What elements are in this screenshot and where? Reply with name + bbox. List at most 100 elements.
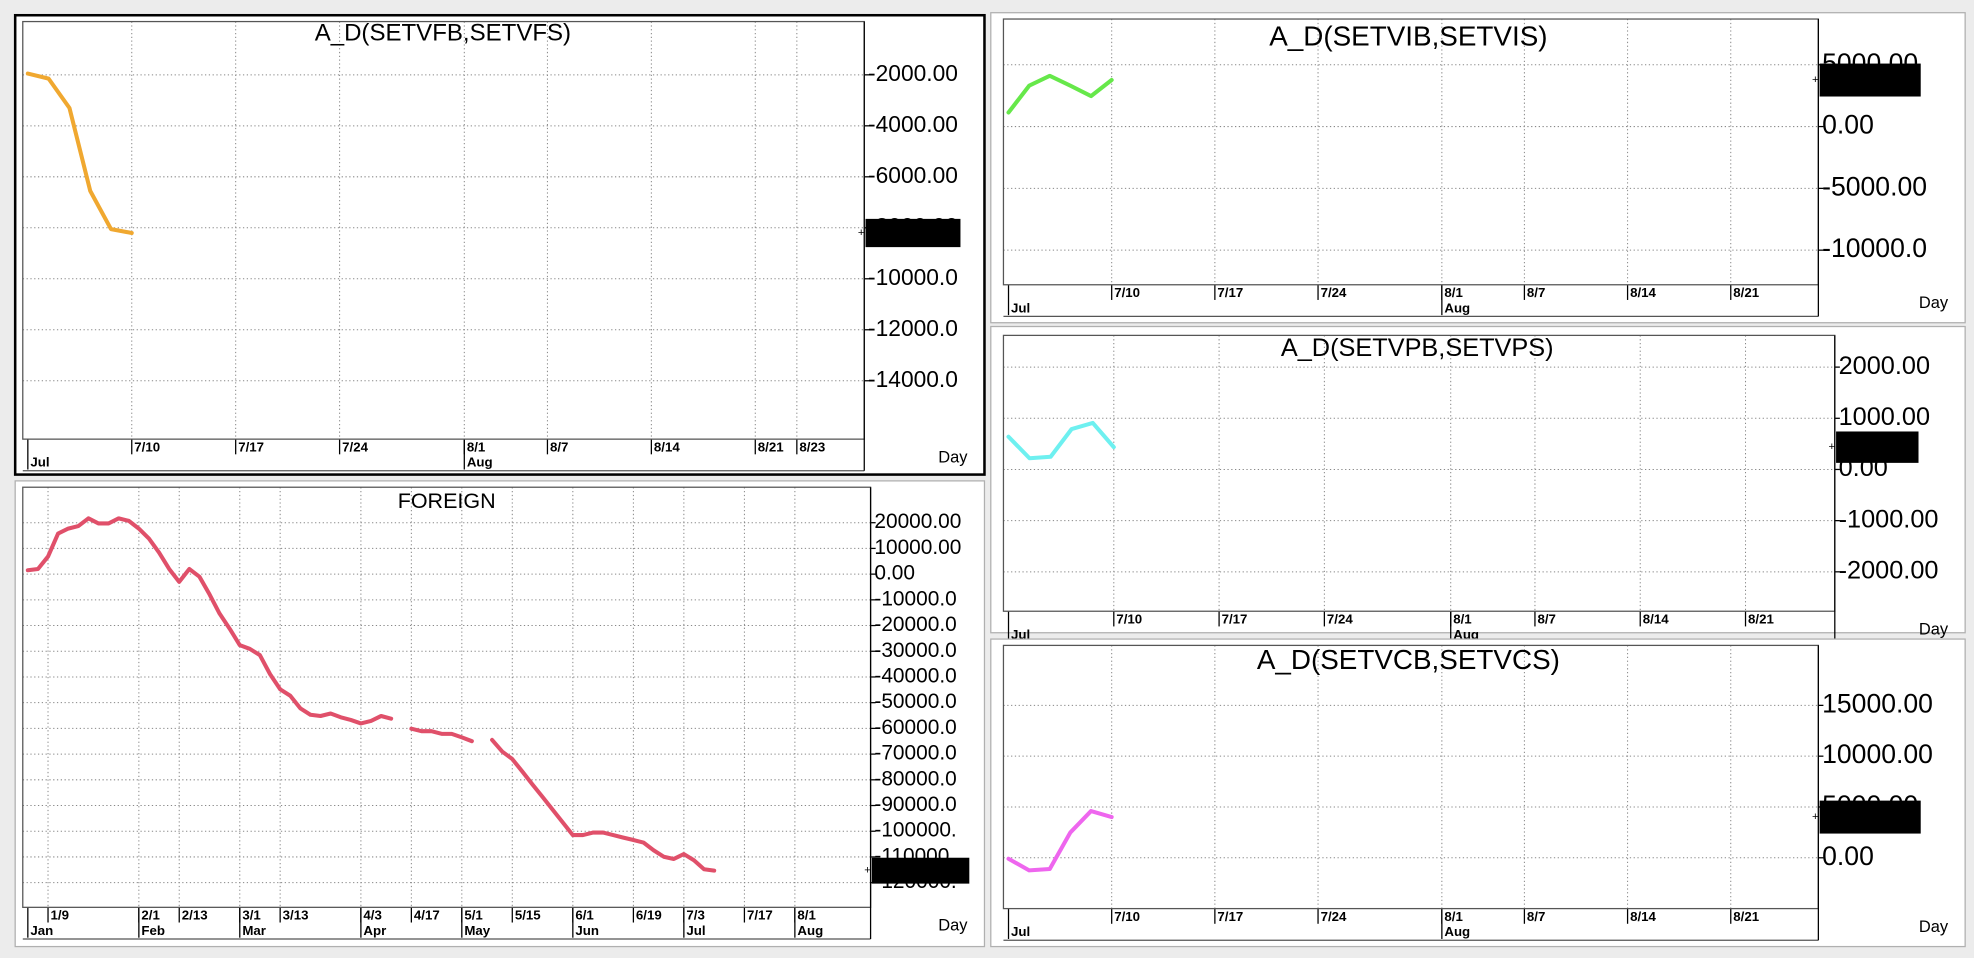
month-label: Jul <box>686 923 705 938</box>
month-label: Aug <box>1444 300 1470 315</box>
month-label: Aug <box>1444 924 1470 939</box>
x-axis-label: Day <box>938 917 968 935</box>
y-tick-label: 0.00 <box>1822 841 1874 871</box>
x-axis-label: Day <box>1919 621 1949 639</box>
month-label: May <box>464 923 490 938</box>
panel[interactable] <box>14 480 986 948</box>
x-tick-label: 7/17 <box>1222 612 1248 627</box>
month-label: Aug <box>797 923 823 938</box>
y-tick-label: -4000.00 <box>868 111 958 137</box>
y-tick-label: 20000.00 <box>874 510 961 533</box>
y-tick-label: -5000.00 <box>1822 171 1927 201</box>
last-value-label: 4004.44 <box>1822 800 1918 830</box>
marker-plus: + <box>864 865 871 877</box>
data-line <box>1006 73 1114 115</box>
y-tick-label: -90000.0 <box>874 793 956 816</box>
last-value-label: -8203.85 <box>868 218 958 244</box>
y-tick-label: 0.00 <box>1822 110 1874 140</box>
panel[interactable] <box>990 638 1966 948</box>
x-tick-label: 8/21 <box>1733 909 1759 924</box>
y-tick-label: -100000. <box>874 819 956 842</box>
x-tick-label: 7/3 <box>686 908 704 923</box>
x-tick-label: 7/24 <box>1321 909 1347 924</box>
month-label: Feb <box>141 923 165 938</box>
y-tick-label: 2000.00 <box>1839 352 1930 380</box>
month-label: Jul <box>1011 924 1030 939</box>
data-line <box>25 516 717 873</box>
panel[interactable] <box>13 13 986 476</box>
x-tick-label: 7/17 <box>747 908 773 923</box>
x-tick-label: 7/10 <box>1114 909 1140 924</box>
y-tick-label: -60000.0 <box>874 716 956 739</box>
x-tick-label: 8/7 <box>550 440 568 455</box>
x-tick-label: 5/1 <box>464 908 483 923</box>
chart-title: FOREIGN <box>398 489 496 513</box>
marker-plus: + <box>1828 441 1835 453</box>
x-tick-label: 3/13 <box>283 908 309 923</box>
data-line <box>25 71 134 236</box>
chart-title: A_D(SETVIB,SETVIS) <box>1269 20 1547 51</box>
x-tick-label: 8/14 <box>654 440 680 455</box>
x-tick-label: 8/1 <box>797 908 816 923</box>
x-tick-label: 7/17 <box>1217 285 1243 300</box>
y-tick-label: -10000.0 <box>868 264 958 290</box>
x-tick-label: 8/14 <box>1630 285 1656 300</box>
x-tick-label: 8/21 <box>758 440 784 455</box>
y-tick-label: -14000.0 <box>868 366 958 392</box>
last-value-label: 3763.84 <box>1822 63 1918 93</box>
x-tick-label: 6/1 <box>575 908 594 923</box>
x-tick-label: 2/13 <box>182 908 208 923</box>
y-tick-label: -2000.00 <box>1839 557 1939 585</box>
last-value-box <box>871 857 970 884</box>
month-label: Jun <box>575 923 599 938</box>
x-axis-label: Day <box>1919 918 1949 936</box>
chart-title: A_D(SETVFB,SETVFS) <box>315 20 571 47</box>
x-tick-label: 8/14 <box>1643 612 1669 627</box>
marker-plus: + <box>1812 811 1819 823</box>
y-tick-label: -10000.0 <box>1822 233 1927 263</box>
y-tick-label: 1000.00 <box>1839 403 1930 431</box>
x-tick-label: 8/21 <box>1748 612 1774 627</box>
x-tick-label: 7/24 <box>1321 285 1347 300</box>
x-tick-label: 8/7 <box>1527 909 1545 924</box>
last-value-label: 435.60 <box>1839 432 1916 460</box>
y-tick-label: 15000.00 <box>1822 688 1933 718</box>
x-tick-label: 7/17 <box>1217 909 1243 924</box>
marker-plus: + <box>1812 74 1819 86</box>
x-axis-label: Day <box>1919 294 1949 312</box>
month-label: Aug <box>467 455 493 470</box>
x-tick-label: 8/7 <box>1527 285 1545 300</box>
x-tick-label: 8/14 <box>1630 909 1656 924</box>
x-tick-label: 2/1 <box>141 908 160 923</box>
y-tick-label: 10000.00 <box>874 536 961 559</box>
x-tick-label: 7/24 <box>1327 612 1353 627</box>
x-tick-label: 8/1 <box>1444 285 1463 300</box>
data-line <box>1006 809 1114 873</box>
month-label: Jul <box>1011 627 1030 642</box>
x-axis-label: Day <box>938 448 968 466</box>
last-value-box <box>1836 431 1919 463</box>
y-tick-label: -20000.0 <box>874 613 956 636</box>
last-value-box <box>865 218 961 248</box>
x-tick-label: 4/3 <box>363 908 381 923</box>
y-tick-label: -30000.0 <box>874 639 956 662</box>
month-label: Apr <box>363 923 386 938</box>
x-tick-label: 3/1 <box>242 908 261 923</box>
y-tick-label: -10000.0 <box>874 587 956 610</box>
y-tick-label: -12000.0 <box>868 315 958 341</box>
y-tick-label: 0.00 <box>874 562 915 585</box>
chart-title: A_D(SETVPB,SETVPS) <box>1281 334 1554 362</box>
x-tick-label: 4/17 <box>414 908 440 923</box>
y-tick-label: -1000.00 <box>1839 505 1939 533</box>
month-label: Jan <box>30 923 53 938</box>
data-line <box>1006 420 1116 461</box>
x-tick-label: 1/9 <box>51 908 69 923</box>
y-tick-label: -70000.0 <box>874 742 956 765</box>
x-tick-label: 6/19 <box>636 908 662 923</box>
panel[interactable] <box>990 325 1966 634</box>
last-value-box <box>1819 800 1921 834</box>
x-tick-label: 8/1 <box>467 440 486 455</box>
x-tick-label: 7/10 <box>134 440 160 455</box>
x-tick-label: 8/23 <box>799 440 825 455</box>
